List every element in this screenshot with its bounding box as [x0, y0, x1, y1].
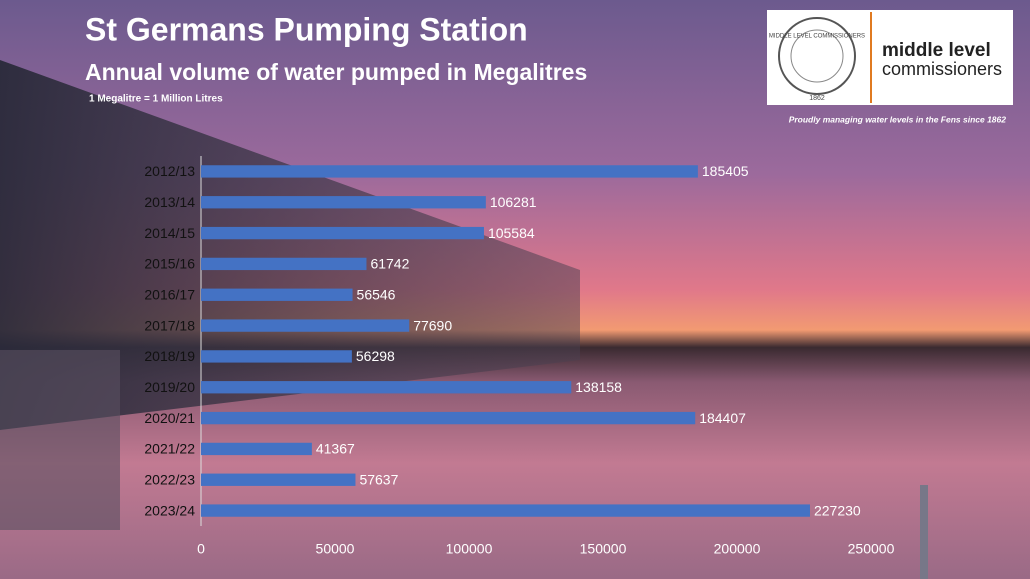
data-label: 61742 [370, 256, 409, 272]
bar [201, 257, 367, 271]
x-tick-label: 200000 [714, 541, 761, 557]
x-tick-label: 0 [197, 541, 205, 557]
railing [0, 350, 120, 530]
y-tick-label: 2012/13 [144, 163, 195, 179]
x-tick-label: 150000 [580, 541, 627, 557]
y-tick-label: 2022/23 [144, 471, 195, 487]
data-label: 227230 [814, 502, 861, 518]
note: 1 Megalitre = 1 Million Litres [89, 94, 223, 105]
x-tick-label: 50000 [316, 541, 355, 557]
y-tick-label: 2018/19 [144, 348, 195, 364]
post [920, 485, 928, 579]
data-label: 185405 [702, 163, 749, 179]
bar [201, 442, 312, 456]
logo-seal-text: MIDDLE LEVEL COMMISSIONERS [769, 34, 865, 40]
bar [201, 165, 698, 178]
data-label: 184407 [699, 410, 746, 426]
data-label: 57637 [359, 471, 398, 487]
chart-title: St Germans Pumping Station [85, 11, 528, 47]
y-tick-label: 2019/20 [144, 379, 195, 395]
data-label: 56546 [357, 286, 396, 302]
y-tick-label: 2021/22 [144, 441, 195, 457]
y-tick-label: 2016/17 [144, 286, 195, 302]
data-label: 56298 [356, 348, 395, 364]
y-tick-label: 2020/21 [144, 410, 195, 426]
logo-name: commissioners [882, 59, 1002, 79]
logo-box [767, 10, 1013, 105]
data-label: 138158 [575, 379, 622, 395]
chart-subtitle: Annual volume of water pumped in Megalit… [85, 59, 587, 85]
bar [201, 411, 696, 425]
bar [201, 504, 810, 517]
bar [201, 319, 410, 332]
logo-seal [778, 17, 856, 95]
bar [201, 381, 572, 394]
tagline: Proudly managing water levels in the Fen… [789, 114, 1007, 124]
y-tick-label: 2017/18 [144, 317, 195, 333]
logo-seal-inner [790, 29, 844, 83]
bar [201, 350, 352, 363]
bar [201, 196, 486, 209]
y-tick-label: 2015/16 [144, 256, 195, 272]
logo-name: middle level [882, 40, 991, 61]
data-label: 106281 [490, 194, 537, 210]
logo-seal-year: 1862 [809, 95, 825, 102]
data-label: 41367 [316, 441, 355, 457]
data-label: 105584 [488, 225, 535, 241]
y-tick-label: 2023/24 [144, 502, 195, 518]
data-label: 77690 [413, 317, 452, 333]
x-tick-label: 250000 [848, 541, 895, 557]
building [0, 60, 580, 430]
y-tick-label: 2014/15 [144, 225, 195, 241]
bar [201, 226, 484, 240]
x-tick-label: 100000 [446, 541, 493, 557]
bar [201, 473, 356, 486]
y-tick-label: 2013/14 [144, 194, 195, 210]
bar [201, 288, 353, 301]
